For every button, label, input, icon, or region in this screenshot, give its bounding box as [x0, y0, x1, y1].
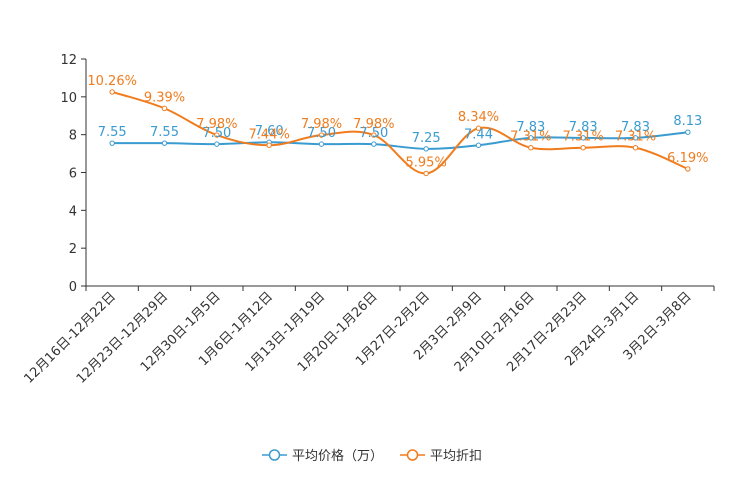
data-point [475, 142, 482, 148]
legend-item-avg-discount[interactable]: 平均折扣 [400, 449, 482, 464]
data-label: 7.44% [249, 127, 290, 142]
x-axis: 12月16日-12月22日12月23日-12月29日12月30日-1月5日1月6… [22, 285, 715, 387]
data-label: 10.26% [87, 74, 137, 89]
data-point [528, 135, 534, 141]
data-label: 7.44 [464, 127, 493, 142]
data-point [161, 105, 168, 112]
data-point [214, 141, 220, 147]
data-point [632, 135, 639, 141]
data-point [632, 145, 639, 151]
data-label: 7.60 [255, 124, 284, 139]
data-label: 7.31% [563, 130, 604, 145]
data-point [580, 135, 586, 141]
data-label: 7.50 [359, 126, 388, 141]
data-label: 7.55 [98, 125, 127, 140]
y-tick-label: 12 [60, 53, 77, 68]
data-label: 7.98% [196, 117, 237, 132]
y-tick-label: 10 [60, 91, 77, 106]
data-label: 7.50 [307, 126, 336, 141]
data-point [318, 141, 325, 147]
data-label: 7.83 [621, 120, 650, 135]
data-label: 7.31% [615, 130, 656, 145]
data-point [685, 129, 691, 135]
data-point [371, 132, 377, 138]
data-point [266, 142, 272, 148]
data-point [423, 146, 429, 152]
data-label: 5.95% [406, 155, 447, 170]
data-label: 7.83 [569, 120, 598, 135]
series-layer [109, 89, 691, 177]
data-label: 7.55 [150, 125, 179, 140]
data-point [109, 89, 115, 95]
data-label: 7.50 [202, 126, 231, 141]
data-label: 7.25 [412, 131, 441, 146]
legend-label: 平均折扣 [430, 449, 482, 464]
x-tick-label: 12月23日-12月29日 [74, 289, 171, 386]
data-point [161, 140, 168, 146]
data-label: 7.83 [516, 120, 545, 135]
legend[interactable]: 平均价格（万） 平均折扣 [262, 448, 482, 464]
y-tick-label: 2 [69, 242, 77, 257]
y-tick-label: 6 [69, 167, 77, 182]
data-point [318, 132, 325, 138]
legend-marker-icon [406, 449, 419, 461]
y-axis: 0 2 4 6 8 10 12 [60, 53, 87, 295]
y-tick-label: 8 [69, 129, 77, 144]
data-label: 6.19% [667, 151, 708, 166]
data-label: 7.98% [301, 117, 342, 132]
data-label: 8.34% [458, 110, 499, 125]
y-tick-label: 4 [69, 204, 77, 219]
legend-marker-icon [268, 449, 281, 461]
data-point [214, 132, 220, 138]
data-point [528, 145, 534, 151]
y-tick-label: 0 [69, 280, 77, 295]
data-point [685, 166, 691, 172]
data-point [580, 145, 586, 151]
series-avg-price [109, 129, 691, 152]
data-label: 8.13 [673, 114, 702, 129]
data-label: 7.31% [510, 130, 551, 145]
data-label: 7.98% [353, 117, 394, 132]
series-line [112, 131, 688, 150]
data-label: 9.39% [144, 90, 185, 105]
data-point [371, 141, 377, 147]
data-point [109, 140, 115, 146]
series-avg-discount [109, 89, 691, 177]
data-point [423, 170, 429, 177]
data-labels: 7.55 7.55 7.50 7.60 7.50 7.50 7.25 7.44 7.83 7.83… [87, 74, 708, 171]
legend-label: 平均价格（万） [292, 448, 383, 464]
data-point [475, 125, 482, 131]
legend-item-avg-price[interactable]: 平均价格（万） [262, 448, 383, 464]
x-tick-label: 12月16日-12月22日 [22, 289, 119, 386]
